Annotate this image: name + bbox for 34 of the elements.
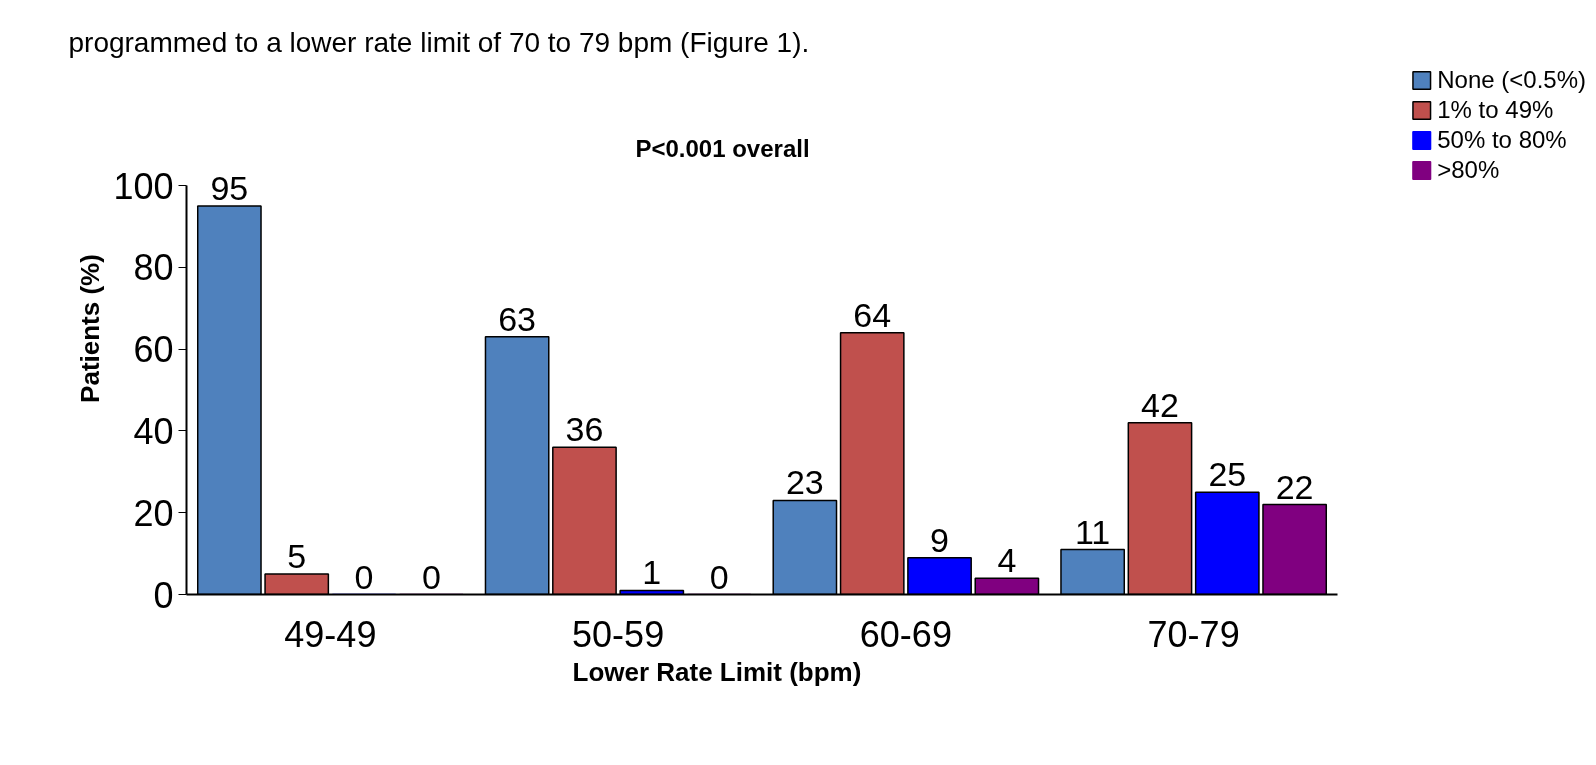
chart-title: P<0.001 overall [635, 135, 810, 162]
data-label: 36 [565, 410, 604, 449]
x-tick-label: 70-79 [1147, 613, 1240, 655]
y-tick-label: 0 [153, 574, 174, 616]
x-tick-label: 49-49 [284, 613, 377, 655]
data-label: 9 [930, 520, 950, 559]
text: programmed to a lower rate limit of 70 to 79 bpm (Figure 1). [68, 26, 810, 58]
data-label: 0 [354, 557, 374, 596]
data-label: 11 [1074, 512, 1111, 551]
x-tick-label: 50-59 [572, 613, 665, 655]
x-tick-label: 60-69 [859, 613, 952, 655]
data-label: 42 [1141, 385, 1179, 424]
data-label: 4 [997, 541, 1017, 580]
data-label: 0 [421, 557, 441, 596]
y-tick-label: 80 [133, 247, 174, 289]
data-label: 23 [785, 463, 824, 502]
legend-label: 50% to 80% [1437, 126, 1567, 154]
y-tick-label: 40 [133, 410, 174, 452]
data-label: 95 [210, 168, 249, 207]
data-label: 25 [1208, 455, 1247, 494]
y-tick-label: 60 [133, 329, 174, 371]
data-label: 63 [498, 299, 537, 338]
data-label: 0 [709, 557, 729, 596]
data-label: 5 [287, 537, 307, 576]
data-label: 1 [642, 553, 662, 592]
legend-label: 1% to 49% [1437, 96, 1554, 124]
data-label: 64 [853, 295, 892, 334]
data-label: 22 [1275, 467, 1314, 506]
y-tick-label: 20 [133, 492, 174, 534]
legend-label: None (<0.5%) [1437, 66, 1586, 94]
y-axis-title: Patients (%) [75, 254, 106, 403]
y-tick-label: 100 [113, 165, 174, 207]
x-axis-title: Lower Rate Limit (bpm) [572, 656, 862, 687]
legend-label: >80% [1437, 156, 1500, 184]
